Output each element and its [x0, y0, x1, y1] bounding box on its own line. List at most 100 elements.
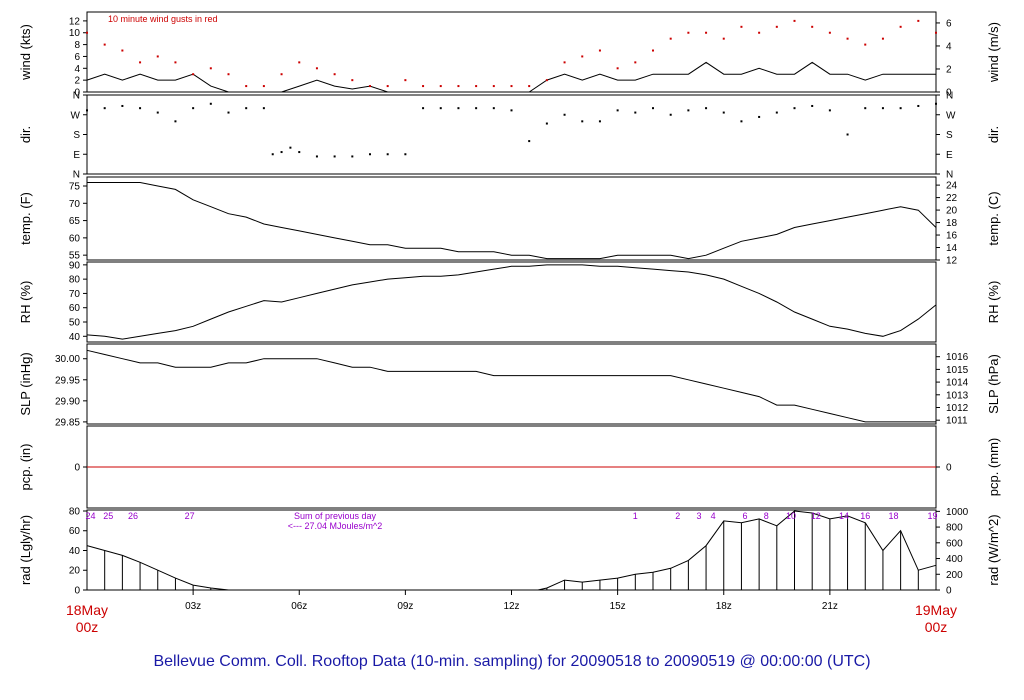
x-tick-label: 18z	[716, 601, 732, 612]
wind-ytick-label: 6	[74, 52, 80, 63]
rh-ytick-label: 70	[69, 289, 81, 300]
wind-panel	[83, 11, 940, 93]
wind-gust-point	[811, 25, 814, 28]
pcp-ytick-label: 0	[74, 463, 80, 474]
dir-point	[139, 107, 142, 110]
dir-point	[404, 153, 407, 156]
temp-ytick-label: 65	[69, 216, 81, 227]
dir-point	[103, 107, 106, 110]
dir-point	[634, 111, 637, 114]
dir-point	[209, 102, 212, 105]
dir-point	[758, 115, 761, 118]
slp-frame	[86, 343, 937, 425]
rad-ytick-label-right: 1000	[946, 507, 969, 518]
dir-point	[616, 109, 619, 112]
dir-point	[271, 153, 274, 156]
wind-frame	[86, 11, 937, 93]
dir-point	[598, 120, 601, 123]
wind-ytick-label: 12	[69, 16, 81, 27]
dir-point	[492, 107, 495, 110]
x-tick-label: 21z	[822, 601, 838, 612]
rh-ytick-label: 90	[69, 260, 81, 271]
wind-gust-point	[475, 85, 478, 88]
wind-gust-point	[439, 85, 442, 88]
temp-ytick-label-right: 24	[946, 181, 958, 192]
wind-gust-point	[881, 37, 884, 40]
rad-panel	[83, 509, 940, 591]
rad-sum-value: <--- 27.04 MJoules/m^2	[288, 521, 383, 531]
dir-point	[121, 104, 124, 107]
wind-gust-point	[298, 61, 301, 64]
dir-point	[262, 107, 265, 110]
x-tick-label: 15z	[610, 601, 626, 612]
x-tick-label: 12z	[503, 601, 519, 612]
wind-ytick-label-right: 6	[946, 18, 952, 29]
temp-ylabel-right: temp. (C)	[986, 191, 1001, 245]
wind-ytick-label: 4	[74, 64, 80, 75]
rad-ytick-label: 80	[69, 506, 81, 517]
dir-ytick-label: S	[73, 130, 80, 141]
wind-speed-line	[86, 61, 936, 93]
temp-line	[87, 182, 937, 260]
wind-gust-point	[545, 79, 548, 82]
temp-frame	[86, 176, 937, 261]
wind-gust-point	[828, 31, 831, 34]
dir-point	[475, 107, 478, 110]
temp-panel	[83, 176, 940, 261]
dir-point	[315, 155, 318, 158]
rh-ytick-label: 50	[69, 318, 81, 329]
rh-ytick-label: 40	[69, 332, 81, 343]
slp-ytick-label-right: 1014	[946, 378, 969, 389]
dir-point	[86, 109, 88, 112]
rh-ytick-label: 60	[69, 303, 81, 314]
wind-gust-point	[669, 37, 672, 40]
rad-day-label: 3	[696, 511, 701, 521]
rad-day-label: 18	[889, 511, 899, 521]
wind-ytick-label: 2	[74, 76, 80, 87]
dir-point	[510, 109, 513, 112]
rad-day-label: 16	[860, 511, 870, 521]
rad-ytick-label: 20	[69, 566, 81, 577]
dir-point	[899, 107, 902, 110]
dir-point	[174, 120, 177, 123]
slp-ytick-label: 29.95	[55, 375, 80, 386]
wind-gust-point	[775, 25, 778, 28]
wind-ytick-label: 10	[69, 28, 81, 39]
rh-ytick-label: 80	[69, 275, 81, 286]
rad-day-label: 10	[786, 511, 796, 521]
rad-ytick-label-right: 200	[946, 570, 963, 581]
dir-point	[457, 107, 460, 110]
dir-point	[227, 111, 230, 114]
wind-gust-point	[899, 25, 902, 28]
dir-point	[422, 107, 425, 110]
dir-point	[669, 113, 672, 116]
temp-ytick-label-right: 14	[946, 243, 958, 254]
rh-line	[86, 264, 937, 340]
wind-gust-point	[351, 79, 354, 82]
wind-gust-point	[758, 31, 761, 34]
wind-gust-point	[280, 73, 283, 76]
wind-gust-point	[616, 67, 619, 70]
wind-gust-point	[598, 49, 601, 52]
dir-point	[439, 107, 442, 110]
dir-point	[386, 153, 389, 156]
rad-day-label: 1	[633, 511, 638, 521]
wind-ytick-label-right: 0	[946, 88, 952, 99]
wind-gust-point	[422, 85, 425, 88]
wind-gust-point	[652, 49, 654, 52]
rad-day-label: 19	[927, 511, 937, 521]
dir-ytick-label-right: E	[946, 150, 953, 161]
rh-panel	[83, 261, 937, 343]
slp-ylabel-right: SLP (hPa)	[986, 354, 1001, 414]
slp-ylabel: SLP (inHg)	[18, 352, 33, 415]
pcp-ylabel-right: pcp. (mm)	[986, 438, 1001, 497]
dir-point	[828, 109, 831, 112]
rad-day-label: 14	[839, 511, 849, 521]
dir-point	[369, 153, 371, 156]
slp-ytick-label: 29.90	[55, 396, 80, 407]
dir-point	[192, 107, 195, 110]
dir-point	[333, 155, 336, 158]
slp-ytick-label: 30.00	[55, 354, 80, 365]
